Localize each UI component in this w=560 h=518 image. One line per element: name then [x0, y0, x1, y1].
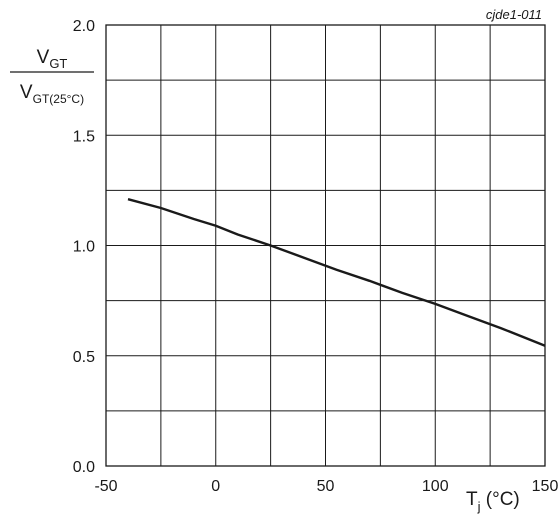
x-tick-label: 0 — [211, 478, 220, 495]
x-tick-label: -50 — [94, 478, 117, 495]
x-axis-tick-labels: -50 0 50 100 150 — [94, 478, 558, 495]
figure-code: cjde1-011 — [486, 7, 542, 22]
y-tick-label: 0.5 — [73, 349, 95, 366]
x-label-unit: (°C) — [481, 489, 520, 510]
x-tick-label: 100 — [422, 478, 449, 495]
y-tick-label: 2.0 — [73, 18, 95, 35]
y-label-numerator: VGT — [37, 47, 68, 71]
x-label-main: T — [466, 489, 478, 510]
y-label-denominator: VGT(25°C) — [20, 82, 84, 106]
y-tick-label: 1.5 — [73, 128, 95, 145]
y-axis-label: VGT VGT(25°C) — [10, 47, 94, 106]
grid — [106, 25, 545, 466]
series-line — [127, 198, 546, 347]
plot-frame — [105, 24, 546, 467]
y-tick-label: 0.0 — [73, 459, 95, 476]
y-label-numerator-main: V — [37, 47, 50, 68]
y-tick-label: 1.0 — [73, 239, 95, 256]
y-label-denominator-main: V — [20, 82, 33, 103]
y-label-denominator-sub: GT(25°C) — [33, 92, 84, 106]
x-tick-label: 150 — [532, 478, 559, 495]
x-tick-label: 50 — [317, 478, 335, 495]
x-axis-label: Tj (°C) — [466, 489, 520, 514]
y-label-numerator-sub: GT — [49, 56, 67, 71]
y-axis-tick-labels: 0.0 0.5 1.0 1.5 2.0 — [73, 18, 95, 476]
x-label-sub: j — [477, 499, 481, 514]
